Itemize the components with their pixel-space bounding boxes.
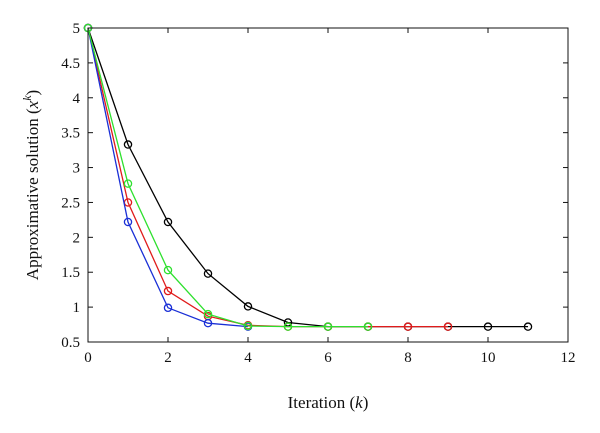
data-point (283, 322, 293, 331)
x-tick-label: 2 (164, 350, 172, 366)
y-tick-label: 3.5 (61, 126, 80, 142)
y-axis-label: Approximative solution (xk) (20, 90, 42, 280)
data-point (523, 322, 533, 331)
x-tick-label: 4 (244, 350, 252, 366)
data-point (123, 140, 133, 149)
data-point (163, 303, 173, 313)
data-point (443, 322, 453, 331)
x-tick-label: 0 (84, 350, 92, 366)
data-point (163, 265, 173, 275)
data-point (163, 286, 173, 296)
x-tick-label: 6 (324, 350, 332, 366)
series-2 (83, 23, 253, 331)
series-3 (83, 23, 373, 331)
x-tick-label: 12 (561, 350, 576, 366)
y-tick-label: 4 (73, 91, 81, 107)
y-tick-label: 1.5 (61, 265, 80, 281)
data-point (203, 318, 213, 328)
series-line (87, 27, 249, 328)
series-line (87, 27, 528, 328)
data-point (163, 217, 173, 227)
series-1 (83, 23, 453, 331)
series-layer (83, 23, 533, 331)
data-point (243, 302, 253, 311)
y-tick-label: 5 (73, 21, 81, 37)
x-tick-label: 10 (481, 350, 496, 366)
data-point (403, 322, 413, 331)
data-point (323, 322, 333, 331)
data-point (203, 269, 213, 278)
y-tick-label: 2 (73, 230, 81, 246)
y-tick-label: 0.5 (61, 335, 80, 351)
data-point (203, 309, 213, 319)
x-axis-label: Iteration (k) (288, 393, 369, 412)
data-point (243, 321, 253, 331)
y-tick-label: 1 (73, 300, 81, 316)
x-tick-label: 8 (404, 350, 412, 366)
series-line (87, 27, 448, 328)
series-line (87, 27, 368, 328)
series-0 (83, 23, 533, 331)
data-point (363, 322, 373, 331)
y-tick-label: 4.5 (61, 56, 80, 72)
data-point (123, 217, 133, 227)
labels-layer: Iteration (k) Approximative solution (xk… (20, 90, 368, 412)
y-tick-label: 3 (73, 161, 81, 177)
data-point (483, 322, 493, 331)
ticks-layer: 0 2 4 6 8 10 12 0.5 1 1.5 2 2.5 3 3.5 4 4.5 5 (61, 21, 575, 366)
y-tick-label: 2.5 (61, 195, 80, 211)
data-point (123, 179, 133, 188)
plot-frame (87, 27, 569, 343)
